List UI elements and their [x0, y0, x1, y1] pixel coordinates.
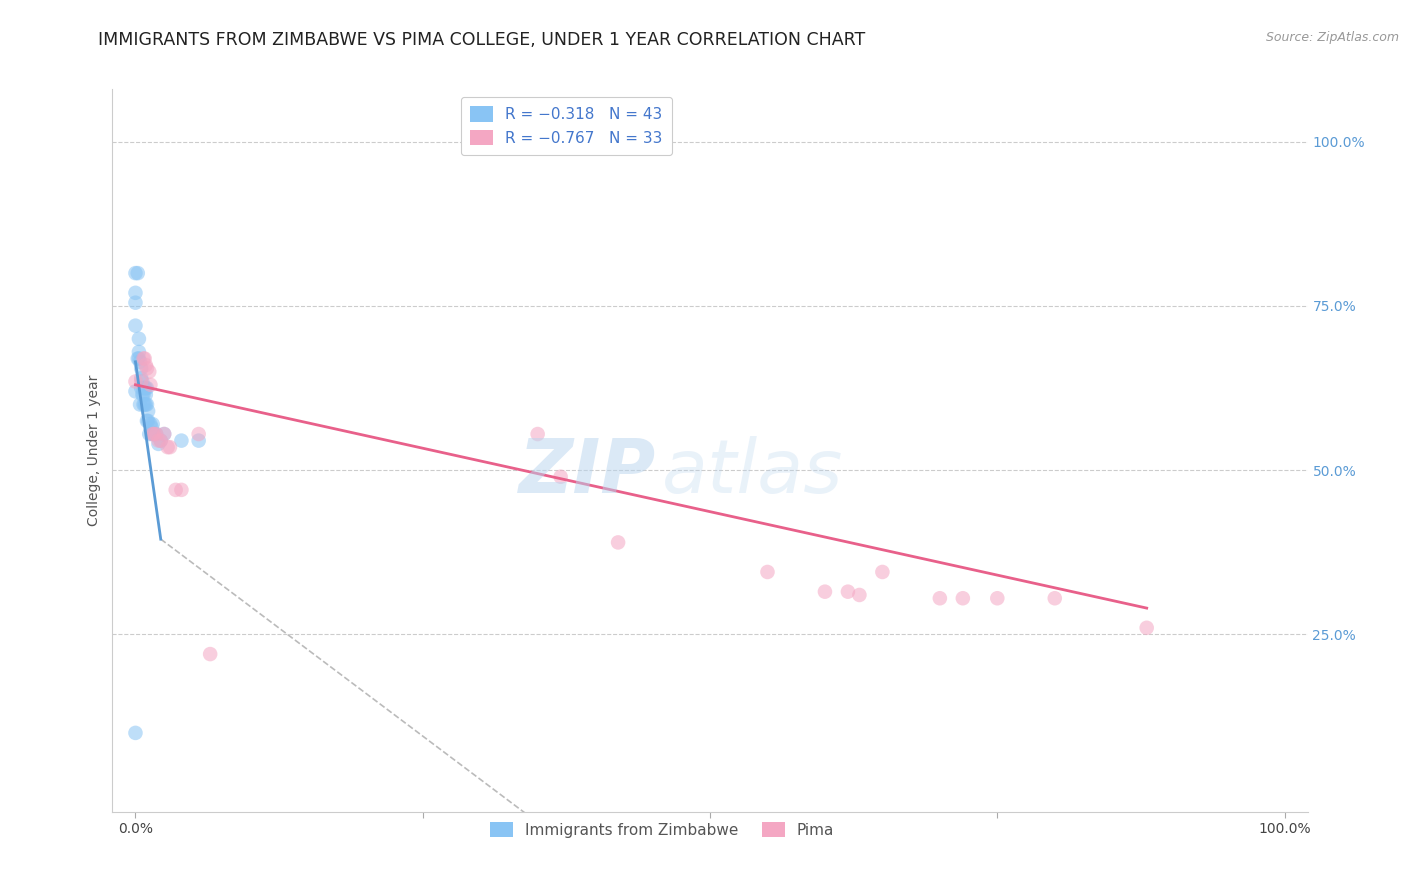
Point: [124, 266, 146, 280]
Point: [148, 434, 170, 448]
Point: [124, 318, 146, 333]
Point: [138, 365, 160, 379]
Point: [814, 584, 837, 599]
Point: [131, 387, 153, 401]
Point: [129, 371, 152, 385]
Point: [142, 427, 165, 442]
Point: [135, 387, 157, 401]
Point: [149, 434, 172, 448]
Point: [132, 387, 155, 401]
Text: ZIP: ZIP: [519, 435, 657, 508]
Point: [141, 420, 163, 434]
Point: [928, 591, 950, 606]
Point: [134, 351, 156, 366]
Point: [134, 381, 156, 395]
Point: [837, 584, 859, 599]
Point: [136, 414, 159, 428]
Point: [848, 588, 870, 602]
Point: [526, 427, 548, 442]
Point: [170, 434, 193, 448]
Point: [124, 384, 146, 399]
Text: atlas: atlas: [662, 436, 844, 508]
Point: [124, 375, 146, 389]
Point: [156, 440, 179, 454]
Point: [165, 483, 187, 497]
Point: [131, 375, 153, 389]
Point: [153, 427, 176, 442]
Point: [145, 427, 167, 442]
Point: [129, 355, 152, 369]
Point: [128, 351, 150, 366]
Point: [138, 427, 160, 442]
Point: [142, 427, 165, 442]
Point: [142, 427, 165, 442]
Point: [872, 565, 894, 579]
Point: [134, 397, 156, 411]
Point: [136, 397, 159, 411]
Point: [128, 332, 150, 346]
Point: [159, 440, 181, 454]
Point: [139, 417, 162, 432]
Point: [124, 295, 146, 310]
Point: [550, 469, 572, 483]
Point: [952, 591, 974, 606]
Point: [129, 361, 152, 376]
Point: [756, 565, 779, 579]
Point: [136, 361, 159, 376]
Point: [153, 427, 176, 442]
Point: [136, 381, 159, 395]
Point: [187, 427, 209, 442]
Point: [135, 358, 157, 372]
Point: [139, 377, 162, 392]
Point: [1136, 621, 1159, 635]
Point: [148, 437, 170, 451]
Text: Source: ZipAtlas.com: Source: ZipAtlas.com: [1265, 31, 1399, 45]
Legend: Immigrants from Zimbabwe, Pima: Immigrants from Zimbabwe, Pima: [484, 815, 841, 844]
Point: [127, 351, 149, 366]
Point: [135, 397, 157, 411]
Point: [187, 434, 209, 448]
Y-axis label: College, Under 1 year: College, Under 1 year: [87, 375, 101, 526]
Point: [1043, 591, 1066, 606]
Point: [127, 266, 149, 280]
Point: [136, 404, 159, 418]
Point: [129, 375, 152, 389]
Point: [129, 381, 152, 395]
Point: [170, 483, 193, 497]
Point: [124, 285, 146, 300]
Point: [132, 397, 155, 411]
Point: [132, 381, 155, 395]
Point: [132, 351, 155, 366]
Point: [142, 427, 165, 442]
Point: [142, 417, 165, 432]
Point: [135, 381, 157, 395]
Point: [986, 591, 1008, 606]
Point: [607, 535, 630, 549]
Point: [198, 647, 221, 661]
Point: [124, 726, 146, 740]
Point: [136, 414, 159, 428]
Point: [145, 427, 167, 442]
Text: IMMIGRANTS FROM ZIMBABWE VS PIMA COLLEGE, UNDER 1 YEAR CORRELATION CHART: IMMIGRANTS FROM ZIMBABWE VS PIMA COLLEGE…: [98, 31, 866, 49]
Point: [129, 397, 152, 411]
Point: [128, 345, 150, 359]
Point: [149, 434, 172, 448]
